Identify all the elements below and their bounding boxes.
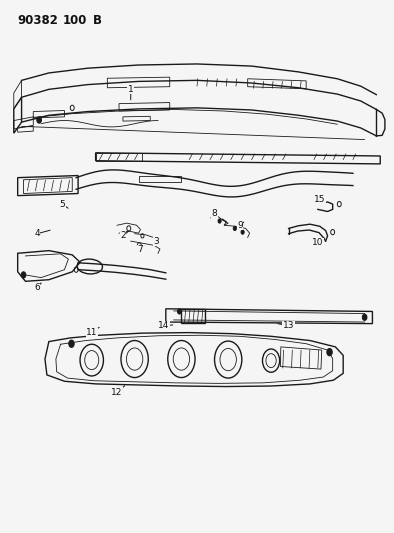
Circle shape	[327, 349, 332, 356]
Circle shape	[233, 227, 236, 231]
Text: 14: 14	[158, 321, 169, 330]
Text: 2: 2	[120, 231, 126, 240]
Circle shape	[218, 219, 221, 223]
Text: 100: 100	[63, 14, 87, 27]
Text: 5: 5	[59, 199, 65, 208]
Circle shape	[362, 314, 367, 320]
Circle shape	[69, 340, 74, 348]
Text: 12: 12	[112, 388, 123, 397]
Text: 13: 13	[283, 321, 294, 330]
Text: B: B	[93, 14, 102, 27]
Text: 7: 7	[138, 245, 143, 254]
Text: 10: 10	[312, 238, 323, 247]
Text: 11: 11	[86, 328, 97, 337]
Circle shape	[178, 309, 181, 314]
Text: 4: 4	[34, 229, 40, 238]
Text: 6: 6	[34, 283, 40, 292]
Text: 90382: 90382	[18, 14, 59, 27]
Circle shape	[241, 230, 244, 234]
Text: 8: 8	[212, 209, 217, 218]
Circle shape	[37, 117, 41, 123]
Circle shape	[21, 272, 26, 278]
Text: 9: 9	[237, 221, 243, 230]
Text: 1: 1	[128, 85, 134, 94]
Text: 15: 15	[314, 196, 325, 204]
Text: 3: 3	[153, 237, 159, 246]
